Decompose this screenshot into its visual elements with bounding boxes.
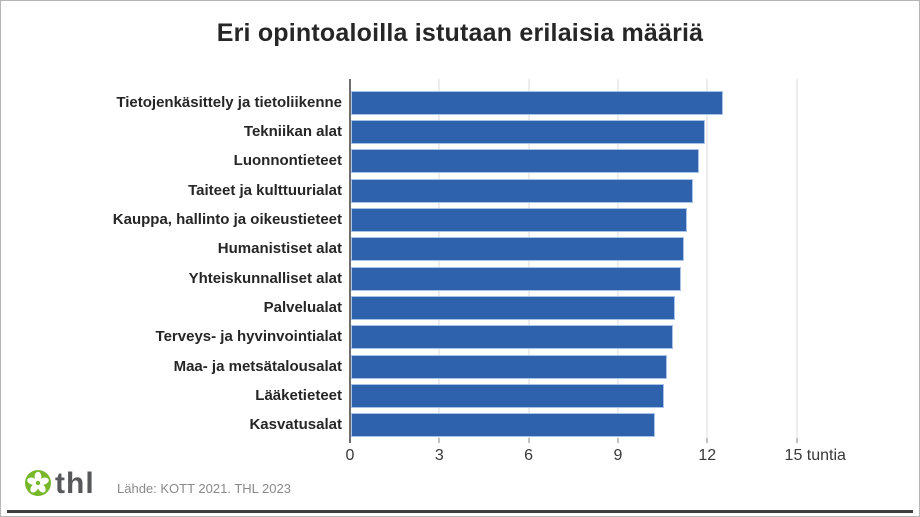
x-tick-12 — [706, 438, 709, 443]
x-tick-label-0: 0 — [345, 447, 355, 464]
gridline-x-12 — [706, 79, 709, 438]
x-tick-6 — [527, 438, 530, 443]
y-axis-line — [349, 79, 351, 443]
category-label-12: Kasvatusalat — [249, 416, 342, 434]
x-tick-label-9: 9 — [613, 447, 623, 464]
category-label-9: Terveys- ja hyvinvointialat — [155, 328, 342, 346]
category-label-11: Lääketieteet — [255, 387, 342, 404]
chart-title: Eri opintoaloilla istutaan erilaisia mää… — [216, 19, 704, 47]
bar-7 — [351, 266, 681, 291]
bar-9 — [351, 325, 673, 350]
thl-logo-icon — [25, 470, 51, 496]
x-tick-label-12: 12 — [698, 447, 717, 464]
bar-12 — [351, 413, 655, 438]
bar-2 — [351, 119, 705, 144]
bar-8 — [351, 295, 675, 320]
x-tick-9 — [616, 438, 619, 443]
category-label-5: Kauppa, hallinto ja oikeustieteet — [112, 210, 342, 228]
bar-6 — [351, 237, 684, 262]
category-label-7: Yhteiskunnalliset alat — [188, 269, 342, 287]
x-tick-label-3: 3 — [434, 447, 444, 464]
x-tick-label-15: 15 tuntia — [784, 447, 846, 464]
source-note: Lähde: KOTT 2021. THL 2023 — [117, 481, 291, 496]
category-label-10: Maa- ja metsätalousalat — [173, 357, 342, 375]
category-label-1: Tietojenkäsittely ja tietoliikenne — [116, 93, 342, 111]
bottom-accent-rule — [7, 510, 913, 513]
bar-3 — [351, 149, 699, 174]
category-label-8: Palvelualat — [263, 298, 342, 316]
x-tick-3 — [438, 438, 441, 443]
bar-5 — [351, 207, 687, 232]
category-label-3: Luonnontieteet — [233, 152, 342, 170]
category-label-2: Tekniikan alat — [243, 122, 342, 140]
bar-1 — [351, 90, 723, 115]
thl-logo-text: thl — [55, 467, 95, 500]
x-tick-label-6: 6 — [524, 447, 534, 464]
gridline-x-15 — [795, 79, 798, 438]
bar-4 — [351, 178, 693, 203]
bar-10 — [351, 354, 667, 379]
x-tick-15 — [795, 438, 798, 443]
category-label-6: Humanistiset alat — [217, 240, 342, 258]
bar-11 — [351, 384, 664, 408]
category-label-4: Taiteet ja kulttuurialat — [188, 181, 342, 199]
